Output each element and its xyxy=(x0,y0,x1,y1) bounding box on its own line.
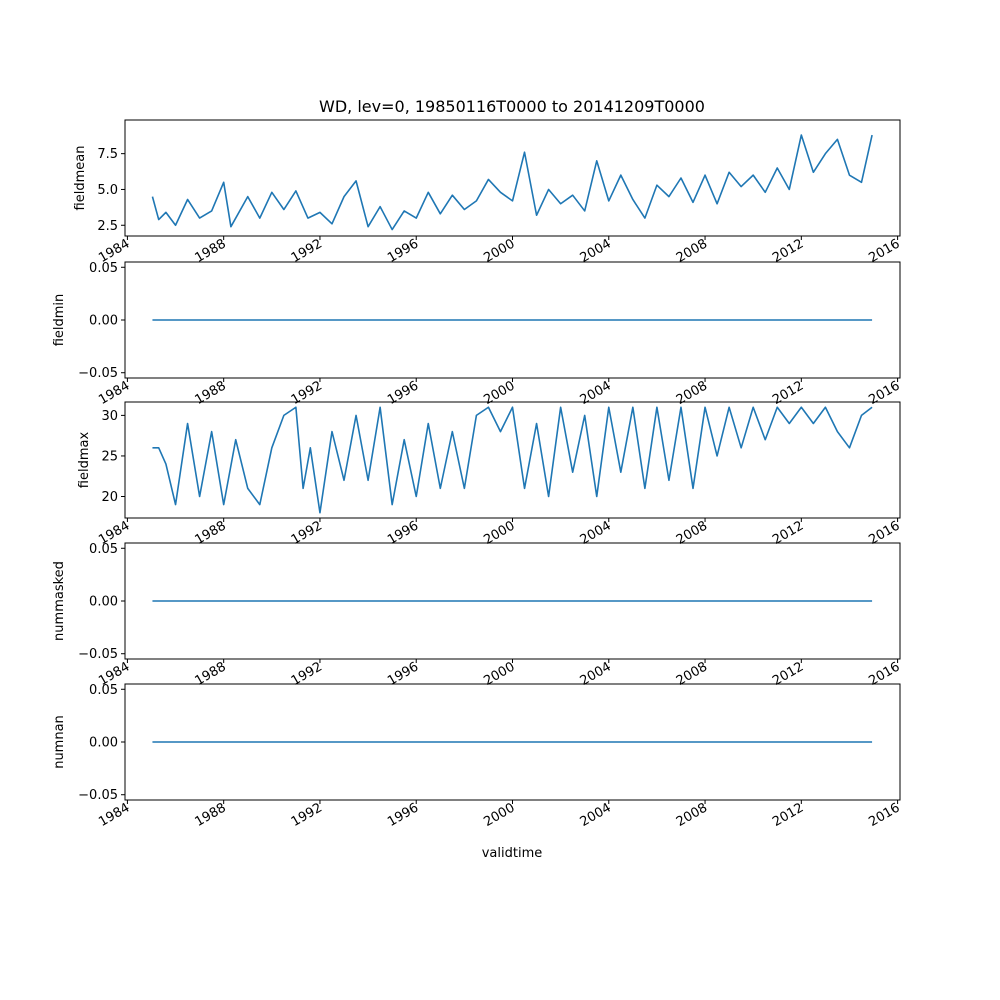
numnan-y-tick-label: −0.05 xyxy=(78,788,118,803)
fieldmin-y-axis-label: fieldmin xyxy=(52,294,67,347)
fieldmax-y-tick-label: 30 xyxy=(101,409,118,424)
fieldmean-y-tick-label: 7.5 xyxy=(97,147,118,162)
numnan-y-tick-label: 0.05 xyxy=(89,683,118,698)
numnan-y-tick-label: 0.00 xyxy=(89,736,118,751)
fieldmin-y-tick-label: −0.05 xyxy=(78,366,118,381)
nummasked-y-tick-label: −0.05 xyxy=(78,647,118,662)
fieldmax-y-axis-label: fieldmax xyxy=(77,432,92,489)
x-axis-label: validtime xyxy=(482,846,543,861)
nummasked-y-axis-label: nummasked xyxy=(52,561,67,641)
nummasked-y-tick-label: 0.05 xyxy=(89,542,118,557)
fieldmean-y-axis-label: fieldmean xyxy=(73,146,88,211)
fieldmean-series-line xyxy=(151,134,873,231)
numnan-y-axis-label: numnan xyxy=(52,715,67,769)
fieldmax-y-tick-label: 20 xyxy=(101,490,118,505)
fieldmean-y-tick-label: 2.5 xyxy=(97,219,118,234)
fieldmin-y-tick-label: 0.05 xyxy=(89,261,118,276)
fieldmean-y-tick-label: 5.0 xyxy=(97,183,118,198)
fieldmax-y-tick-label: 25 xyxy=(101,449,118,464)
nummasked-y-tick-label: 0.00 xyxy=(89,595,118,610)
fieldmax-series-line xyxy=(152,406,873,514)
chart-title: WD, lev=0, 19850116T0000 to 20141209T000… xyxy=(319,97,705,116)
fieldmin-y-tick-label: 0.00 xyxy=(89,314,118,329)
